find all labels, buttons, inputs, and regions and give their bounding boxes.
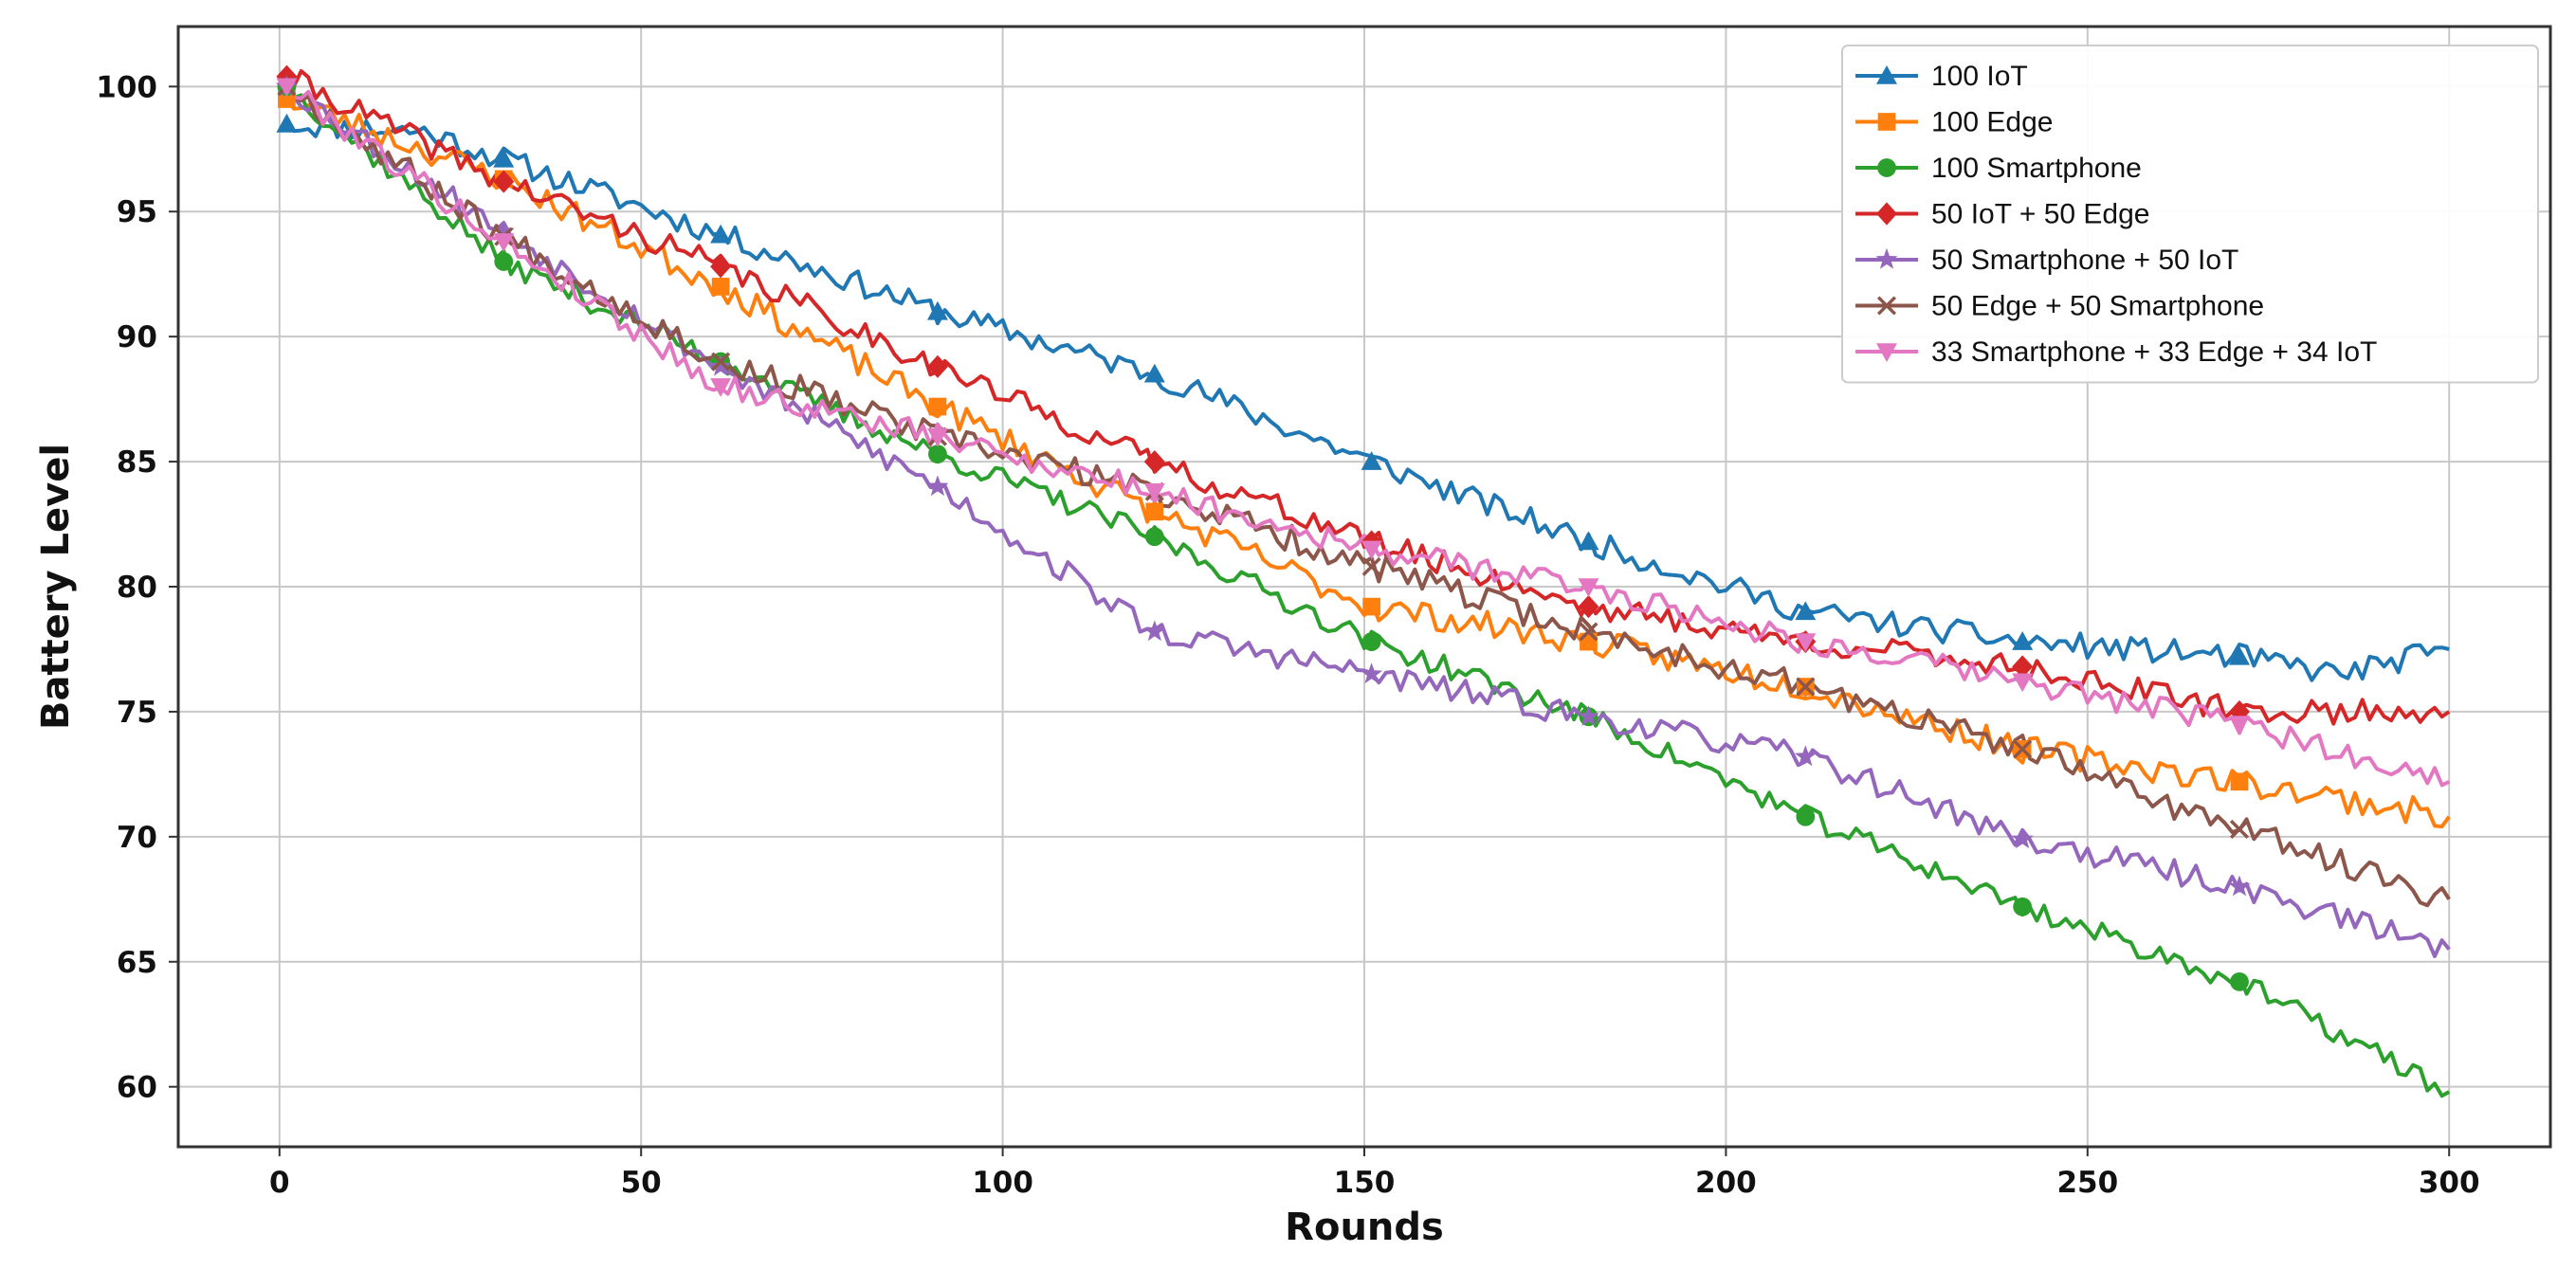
x-tick-label: 250 <box>2056 1166 2118 1200</box>
x-tick-label: 300 <box>2419 1166 2480 1200</box>
series-marker-3 <box>1144 527 1164 547</box>
y-tick-label: 90 <box>117 320 157 354</box>
series-marker-1 <box>1795 601 1817 621</box>
x-tick-label: 150 <box>1334 1166 1396 1200</box>
series-marker-2 <box>928 397 947 416</box>
series-marker-4 <box>926 354 948 378</box>
series-marker-4 <box>493 170 515 193</box>
series-marker-3 <box>1796 807 1816 826</box>
legend: 100 IoT 100 Edge 100 Smartphone 50 IoT + 50… <box>1841 45 2539 384</box>
legend-marker <box>1877 158 1896 177</box>
y-tick-label: 65 <box>117 946 157 980</box>
series-marker-7 <box>2012 673 2034 693</box>
series-marker-2 <box>2230 772 2249 791</box>
series-marker-1 <box>710 224 732 244</box>
series-marker-5 <box>1578 705 1599 726</box>
series-markers <box>275 64 2251 991</box>
y-tick-label: 75 <box>117 696 157 730</box>
series-marker-3 <box>2230 971 2249 991</box>
legend-label: 33 Smartphone + 33 Edge + 34 IoT <box>1931 336 2377 368</box>
series-marker-4 <box>2228 699 2250 724</box>
series-marker-5 <box>492 220 515 242</box>
series-marker-7 <box>276 78 298 98</box>
series-marker-5 <box>709 354 732 376</box>
x-axis-title: Rounds <box>1285 1206 1444 1249</box>
series-marker-2 <box>1580 632 1598 651</box>
series-marker-1 <box>1578 531 1599 551</box>
series-marker-1 <box>2012 631 2034 650</box>
series-marker-1 <box>493 148 515 168</box>
series-marker-7 <box>1361 540 1382 560</box>
legend-box <box>1841 45 2539 384</box>
series-marker-5 <box>1143 620 1166 642</box>
series-marker-7 <box>2228 716 2250 735</box>
series-marker-4 <box>710 255 732 279</box>
series-marker-4 <box>2012 655 2034 679</box>
series-marker-1 <box>2228 645 2250 665</box>
series-marker-2 <box>1145 502 1164 521</box>
x-tick-label: 100 <box>972 1166 1033 1200</box>
legend-marker <box>1876 202 1897 226</box>
series-marker-6 <box>1579 622 1599 642</box>
series-marker-4 <box>1578 595 1599 619</box>
series-marker-7 <box>710 378 732 397</box>
series-marker-2 <box>1362 597 1380 616</box>
series-marker-2 <box>711 278 730 296</box>
series-marker-6 <box>1361 556 1381 576</box>
series-line-1 <box>285 116 2450 682</box>
legend-marker <box>1875 247 1898 269</box>
x-tick-label: 50 <box>621 1166 662 1200</box>
legend-marker <box>1877 113 1896 131</box>
x-tick-label: 200 <box>1695 1166 1757 1200</box>
series-marker-5 <box>2011 827 2034 849</box>
series-marker-5 <box>2228 875 2251 897</box>
legend-label: 100 Smartphone <box>1931 153 2142 184</box>
series-marker-3 <box>1361 632 1381 651</box>
series-marker-1 <box>1361 451 1382 470</box>
series-marker-5 <box>926 475 949 497</box>
y-tick-label: 95 <box>117 195 157 229</box>
series-marker-7 <box>1795 633 1817 653</box>
legend-marker <box>1876 343 1897 362</box>
y-tick-label: 70 <box>117 821 157 855</box>
series-marker-1 <box>276 113 298 133</box>
series-line-6 <box>284 85 2451 908</box>
series-marker-7 <box>1578 578 1599 597</box>
series-marker-6 <box>2013 739 2033 759</box>
series-marker-5 <box>1361 662 1383 684</box>
axis-ticks: 0 50 100 150 200 250 300 60 65 70 75 80 85 90 95 100 <box>96 70 2479 1200</box>
series-marker-1 <box>926 300 948 320</box>
series-marker-5 <box>1794 745 1817 767</box>
y-tick-label: 100 <box>96 70 157 104</box>
series-marker-7 <box>926 427 948 447</box>
series-marker-7 <box>493 233 515 252</box>
legend-marker <box>1876 65 1897 84</box>
legend-label: 50 Smartphone + 50 IoT <box>1931 245 2238 276</box>
series-marker-6 <box>2229 819 2250 839</box>
y-axis-title: Battery Level <box>34 444 78 730</box>
y-tick-label: 60 <box>117 1071 157 1105</box>
legend-label: 50 Edge + 50 Smartphone <box>1931 291 2264 322</box>
legend-marker <box>1876 296 1897 316</box>
series-marker-3 <box>494 252 514 271</box>
series-marker-1 <box>1143 363 1165 383</box>
series-marker-7 <box>1143 482 1165 502</box>
series-marker-4 <box>1143 449 1165 474</box>
series-marker-3 <box>2013 897 2033 916</box>
series-marker-6 <box>711 352 731 372</box>
legend-label: 50 IoT + 50 Edge <box>1931 199 2149 230</box>
y-tick-label: 80 <box>117 571 157 605</box>
y-tick-label: 85 <box>117 445 157 480</box>
series-marker-6 <box>1796 677 1816 697</box>
legend-label: 100 Edge <box>1931 107 2053 138</box>
legend-label: 100 IoT <box>1931 61 2028 92</box>
x-tick-label: 0 <box>269 1166 290 1200</box>
series-marker-3 <box>928 444 947 464</box>
